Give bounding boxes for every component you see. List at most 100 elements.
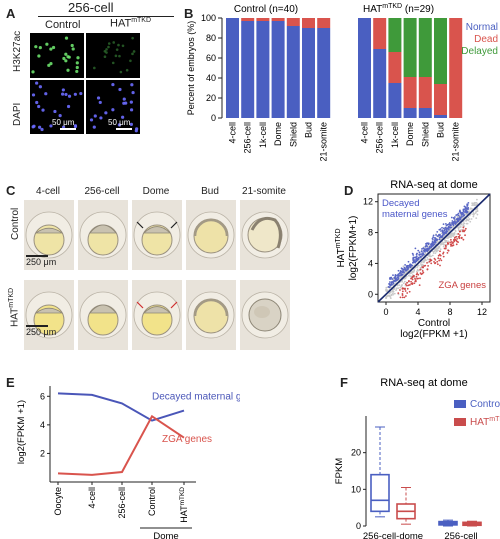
point-decayed-maternal [461,215,463,218]
blastoderm [193,218,229,237]
point-all [442,245,445,248]
legend-normal: Normal [466,22,498,33]
point-decayed-maternal [408,264,411,267]
point-all [386,289,389,292]
panel-label-a: A [6,6,16,21]
x-tick-label: Shield [288,122,298,147]
point-decayed-maternal [415,255,418,258]
nucleus [134,129,138,133]
point-zga [437,257,440,260]
diagonal-line [377,193,491,303]
point-decayed-maternal [418,254,421,256]
point-decayed-maternal [467,201,470,204]
bar-hat-4-cell-normal [358,18,371,118]
point-zga [415,273,418,276]
x-tick-label: Bud [304,122,314,138]
point-decayed-maternal [388,283,391,286]
point-decayed-maternal [387,285,390,288]
chart-title: RNA-seq at dome [380,377,467,389]
point-decayed-maternal [446,229,448,231]
bar-control-21-somite-normal [317,28,331,118]
point-zga [434,259,437,261]
point-all [471,204,474,207]
point-zga [464,234,466,237]
point-all [389,297,392,300]
point-decayed-maternal [422,253,425,256]
nucleus [111,108,115,112]
x-tick-label: 1k-cell [390,122,400,148]
nucleus [129,108,134,112]
point-all [398,284,401,287]
point-all [453,232,456,234]
point-zga [426,261,428,264]
point-all [407,274,410,277]
point-all [447,236,450,239]
nucleus [122,101,126,105]
y-axis-label-line1: HATmTKD [335,228,347,267]
point-zga [436,263,439,266]
y-tick-label: 12 [363,197,373,207]
nucleus [37,54,41,58]
point-all [466,222,469,225]
point-zga [447,242,450,245]
panel-label-f: F [340,375,348,390]
point-all [396,284,399,287]
point-zga [445,245,447,248]
point-decayed-maternal [407,260,410,263]
point-decayed-maternal [432,234,435,237]
point-decayed-maternal [424,245,427,248]
point-zga [415,275,418,278]
point-all [444,239,446,242]
point-all [412,271,415,273]
point-zga [413,282,416,285]
nucleus [70,43,74,48]
nucleus [131,90,135,95]
point-all [400,284,403,287]
point-all [472,215,475,218]
nucleus [67,94,72,98]
y-tick-label: 4 [368,258,373,268]
point-decayed-maternal [403,271,405,274]
point-all [439,243,442,246]
nucleus [103,49,107,53]
stage-label: Dome [142,186,170,197]
point-zga [430,259,433,262]
point-all [467,219,470,222]
point-zga [459,230,462,233]
blastoderm [193,298,229,317]
point-zga [401,287,404,290]
x-tick-label: Bud [436,122,446,138]
point-zga [440,259,443,262]
control-group-title: Control (n=40) [234,4,298,15]
nucleus [76,56,80,60]
point-all [443,241,446,244]
point-decayed-maternal [403,268,406,271]
bar-control-21-somite-dead [317,18,331,28]
point-all [474,204,476,207]
point-decayed-maternal [391,278,394,280]
point-decayed-maternal [465,209,468,212]
nucleus [117,43,120,47]
point-decayed-maternal [443,229,446,232]
point-decayed-maternal [427,249,430,251]
point-decayed-maternal [414,261,417,264]
stage-label: 256-cell [84,186,120,197]
point-all [393,292,396,295]
nucleus [64,59,68,63]
point-all [465,219,468,222]
point-zga [439,254,442,257]
point-decayed-maternal [422,247,425,249]
y-axis-label: Percent of embryos (%) [186,21,196,116]
nucleus [58,114,62,118]
point-decayed-maternal [450,226,453,229]
bar-hat-1k-cell-delayed [388,18,402,52]
bar-control-4-cell-normal [226,18,239,118]
point-decayed-maternal [426,250,428,253]
embryo-hat-bud [186,280,236,350]
point-decayed-maternal [392,274,394,277]
point-all [399,286,402,289]
point-zga [406,287,409,290]
legend-swatch-control [454,400,466,408]
point-all [415,270,418,273]
